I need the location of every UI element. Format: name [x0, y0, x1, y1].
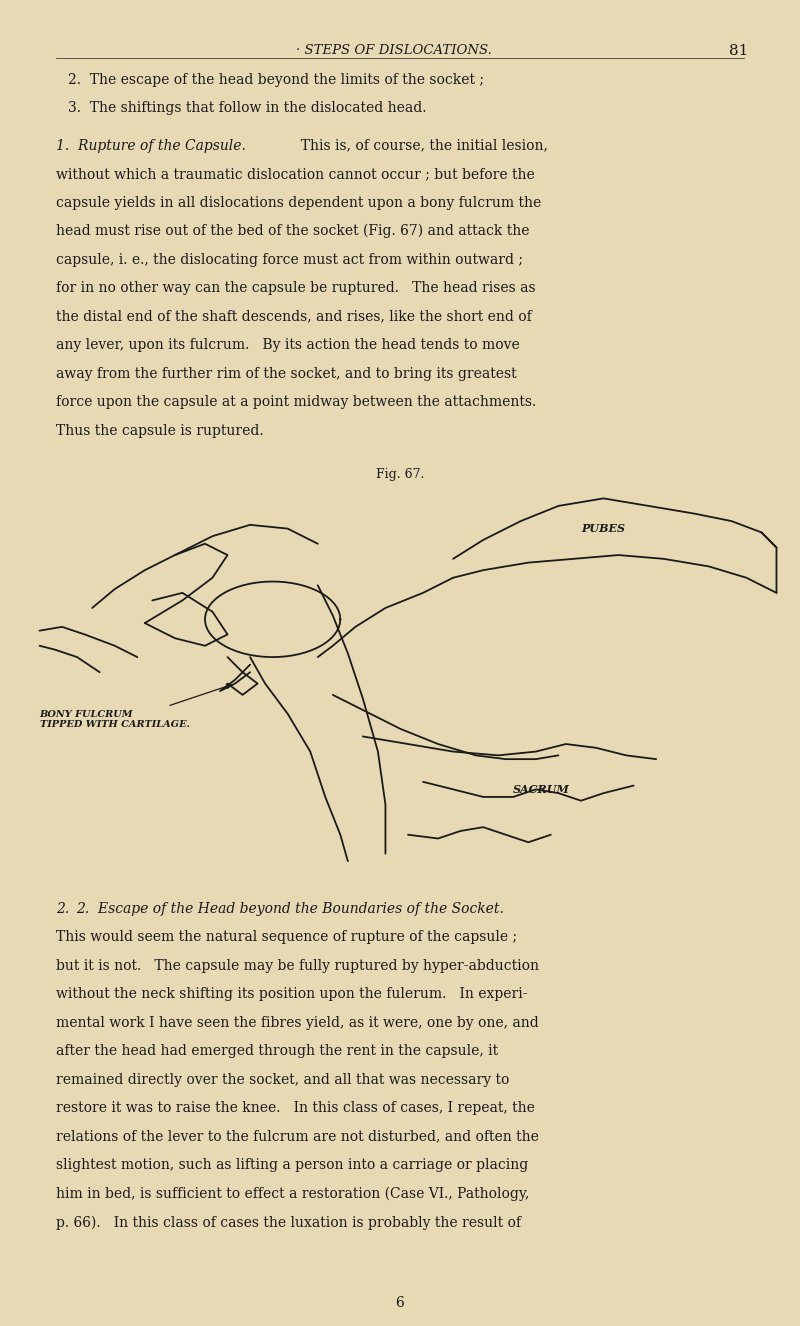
Text: Fig. 67.: Fig. 67. [376, 468, 424, 481]
Text: mental work I have seen the fibres yield, as it were, one by one, and: mental work I have seen the fibres yield… [56, 1016, 538, 1030]
Text: Thus the capsule is ruptured.: Thus the capsule is ruptured. [56, 424, 264, 438]
Text: 1.  Rupture of the Capsule.: 1. Rupture of the Capsule. [56, 138, 246, 152]
Text: head must rise out of the bed of the socket (Fig. 67) and attack the: head must rise out of the bed of the soc… [56, 224, 530, 239]
Text: away from the further rim of the socket, and to bring its greatest: away from the further rim of the socket,… [56, 366, 517, 381]
Text: 2.: 2. [56, 902, 78, 916]
Text: SACRUM: SACRUM [514, 784, 570, 794]
Text: capsule, i. e., the dislocating force must act from within outward ;: capsule, i. e., the dislocating force mu… [56, 252, 523, 267]
Text: any lever, upon its fulcrum.   By its action the head tends to move: any lever, upon its fulcrum. By its acti… [56, 338, 520, 353]
Text: PUBES: PUBES [581, 524, 625, 534]
Text: BONY FULCRUM
TIPPED WITH CARTILAGE.: BONY FULCRUM TIPPED WITH CARTILAGE. [39, 709, 190, 729]
Text: capsule yields in all dislocations dependent upon a bony fulcrum the: capsule yields in all dislocations depen… [56, 195, 542, 210]
Text: after the head had emerged through the rent in the capsule, it: after the head had emerged through the r… [56, 1045, 498, 1058]
Text: relations of the lever to the fulcrum are not disturbed, and often the: relations of the lever to the fulcrum ar… [56, 1130, 539, 1144]
Text: for in no other way can the capsule be ruptured.   The head rises as: for in no other way can the capsule be r… [56, 281, 536, 296]
Text: without which a traumatic dislocation cannot occur ; but before the: without which a traumatic dislocation ca… [56, 167, 534, 182]
Text: restore it was to raise the knee.   In this class of cases, I repeat, the: restore it was to raise the knee. In thi… [56, 1101, 535, 1115]
Text: 6: 6 [396, 1296, 404, 1310]
Text: slightest motion, such as lifting a person into a carriage or placing: slightest motion, such as lifting a pers… [56, 1159, 528, 1172]
Text: 2.  The escape of the head beyond the limits of the socket ;: 2. The escape of the head beyond the lim… [68, 73, 484, 88]
Text: 81: 81 [729, 44, 748, 58]
Text: remained directly over the socket, and all that was necessary to: remained directly over the socket, and a… [56, 1073, 510, 1087]
Text: without the neck shifting its position upon the fulerum.   In experi-: without the neck shifting its position u… [56, 987, 527, 1001]
Text: 2.  Escape of the Head beyond the Boundaries of the Socket.: 2. Escape of the Head beyond the Boundar… [76, 902, 504, 916]
Text: him in bed, is sufficient to effect a restoration (Case VI., Pathology,: him in bed, is sufficient to effect a re… [56, 1187, 530, 1201]
Text: the distal end of the shaft descends, and rises, like the short end of: the distal end of the shaft descends, an… [56, 310, 532, 324]
Text: This is, of course, the initial lesion,: This is, of course, the initial lesion, [292, 138, 548, 152]
Text: 3.  The shiftings that follow in the dislocated head.: 3. The shiftings that follow in the disl… [68, 102, 426, 115]
Text: · STEPS OF DISLOCATIONS.: · STEPS OF DISLOCATIONS. [296, 44, 492, 57]
Text: This would seem the natural sequence of rupture of the capsule ;: This would seem the natural sequence of … [56, 931, 517, 944]
Text: force upon the capsule at a point midway between the attachments.: force upon the capsule at a point midway… [56, 395, 536, 410]
Text: p. 66).   In this class of cases the luxation is probably the result of: p. 66). In this class of cases the luxat… [56, 1215, 521, 1229]
Text: but it is not.   The capsule may be fully ruptured by hyper-abduction: but it is not. The capsule may be fully … [56, 959, 539, 973]
